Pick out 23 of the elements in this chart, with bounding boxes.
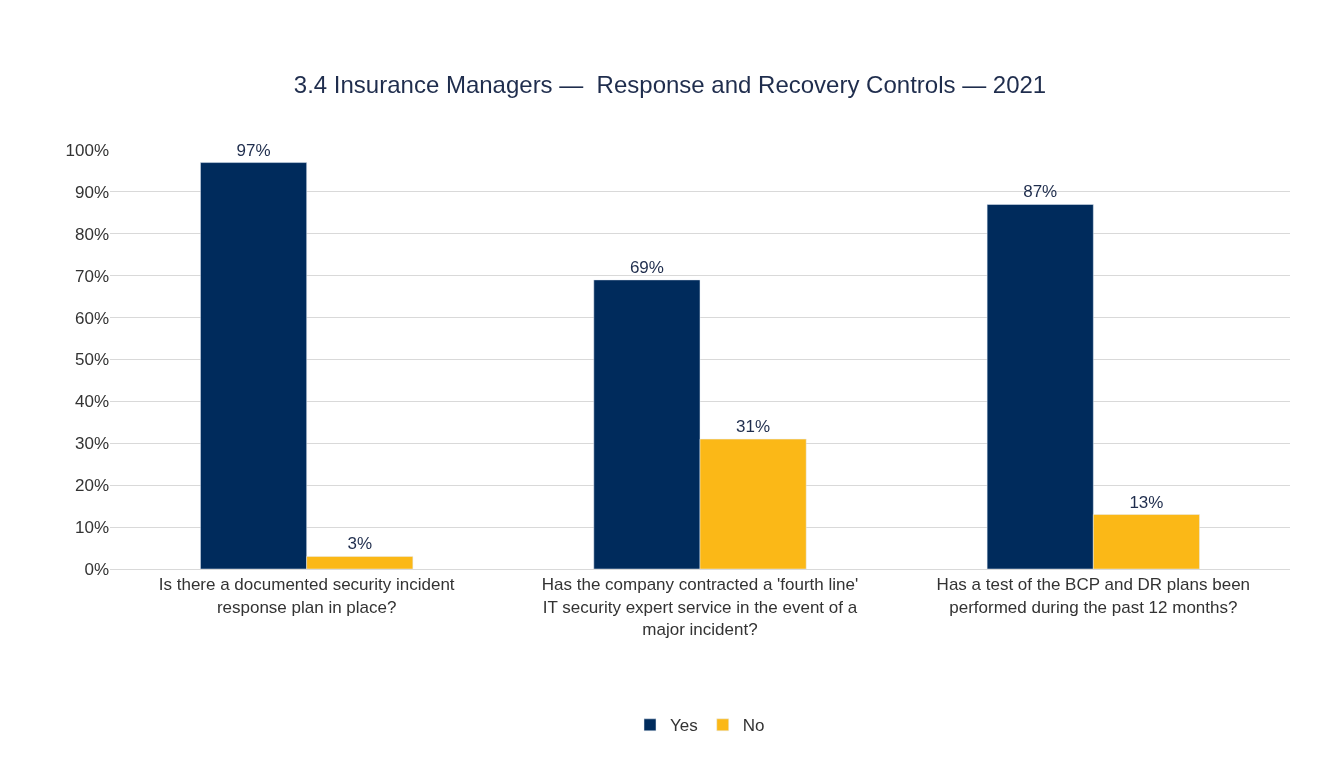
y-tick-label: 0%: [84, 559, 109, 579]
y-tick-label: 20%: [74, 476, 109, 496]
data-label: 13%: [1129, 492, 1164, 512]
y-tick-label: 10%: [74, 518, 109, 538]
x-tick-label: Is there a documented security incident response plan in place?: [158, 575, 455, 617]
y-tick-label: 60%: [74, 308, 109, 328]
legend-label: Yes: [670, 716, 698, 736]
y-tick-label: 80%: [74, 224, 109, 244]
y-tick-label: 50%: [74, 350, 109, 370]
y-tick-label: 30%: [74, 434, 109, 454]
data-label: 69%: [629, 257, 664, 277]
chart-title: 3.4 Insurance Managers — Response and Recovery Controls — 2021: [293, 70, 1047, 98]
y-tick-label: 90%: [74, 182, 109, 202]
y-tick-label: 40%: [74, 392, 109, 412]
data-label: 97%: [236, 140, 271, 160]
data-label: 3%: [347, 534, 373, 554]
data-label: 87%: [1023, 182, 1058, 202]
x-tick-label: Has the company contracted a 'fourth line' IT security expert service in the event of a major incident?: [541, 575, 859, 639]
x-tick-label: Has a test of the BCP and DR plans been performed during the past 12 months?: [936, 575, 1251, 617]
y-tick-label: 100%: [65, 140, 109, 160]
y-tick-label: 70%: [74, 266, 109, 286]
legend-label: No: [742, 716, 765, 736]
data-label: 31%: [736, 417, 771, 437]
